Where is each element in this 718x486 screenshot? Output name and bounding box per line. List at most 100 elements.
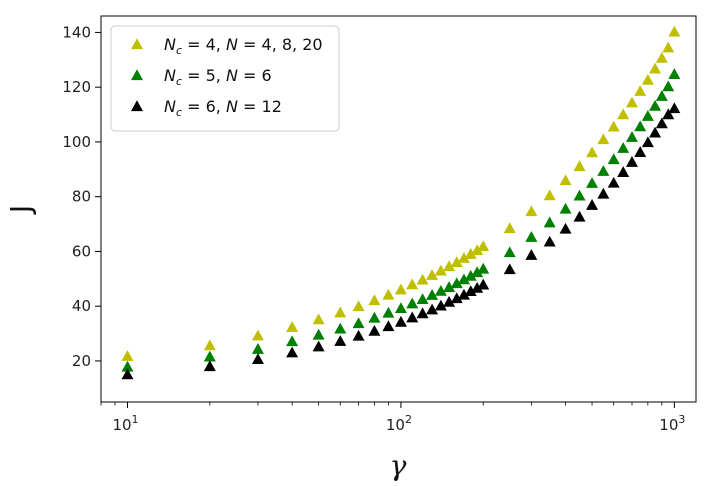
data-point [655,52,668,63]
data-point [434,299,447,311]
data-point [416,273,429,285]
data-point [286,321,299,332]
data-point [251,343,264,354]
legend-item: Nc = 5, N = 6 [131,66,272,88]
data-point [382,320,395,332]
y-tick-label: 140 [62,23,91,41]
data-point [471,281,484,293]
data-point [573,160,586,171]
data-point [382,306,395,318]
data-point [668,25,681,37]
data-point [464,285,477,297]
data-point [477,240,490,252]
y-axis-label: J [4,205,37,215]
data-point [352,317,365,329]
y-tick-label: 20 [72,352,91,370]
data-point [607,176,620,188]
data-point [203,360,216,372]
data-point [586,146,599,158]
data-point [634,146,647,157]
data-point [312,313,325,325]
data-point [559,222,572,234]
data-point [503,222,516,234]
legend-marker [131,38,143,50]
data-point [203,350,216,362]
data-point [334,306,347,318]
data-point [352,300,365,312]
x-tick-label: 102 [386,413,412,434]
data-point [203,339,216,351]
data-point [312,340,325,352]
data-point [662,80,675,92]
series-2 [121,68,681,372]
data-point [121,350,134,361]
series-3 [121,102,681,380]
data-point [443,260,456,272]
data-point [617,166,630,177]
y-tick-label: 60 [72,242,91,260]
data-point [559,174,572,186]
data-point [597,133,610,145]
series-1 [121,25,681,361]
data-point [634,85,647,96]
y-tick-label: 40 [72,297,91,315]
legend-item: Nc = 4, N = 4, 8, 20 [131,35,323,57]
data-point [416,307,429,319]
data-point [406,278,419,290]
data-point [394,302,407,314]
data-point [457,288,470,300]
data-point [573,189,586,201]
data-point [471,244,484,255]
data-point [121,368,134,380]
data-point [559,202,572,214]
legend-box [110,25,340,132]
data-point [443,281,456,292]
data-point [352,329,365,341]
data-point [634,120,647,132]
data-point [443,295,456,307]
data-point [382,288,395,300]
data-point [586,199,599,210]
data-point [426,269,439,280]
data-point [251,353,264,364]
data-point [286,335,299,347]
data-point [426,303,439,315]
data-point [597,165,610,176]
y-axis: 20 40 60 80 100 120 140 [62,23,101,370]
x-axis-label: γ [390,449,407,482]
data-point [641,110,654,121]
data-point [450,292,463,304]
data-point [464,248,477,259]
data-point [368,294,381,306]
data-point [312,328,325,340]
data-point [394,283,407,295]
series-layer [121,25,681,380]
data-point [368,324,381,336]
data-point [334,335,347,346]
data-point [607,120,620,132]
data-point [457,252,470,263]
data-point [543,189,556,201]
legend-label: Nc = 5, N = 6 [164,66,272,88]
data-point [607,153,620,165]
data-point [477,262,490,274]
x-tick-label: 103 [659,413,685,434]
data-point [426,289,439,300]
y-tick-label: 80 [72,188,91,206]
data-point [625,96,638,108]
data-point [655,90,668,101]
legend-label: Nc = 4, N = 4, 8, 20 [164,35,323,57]
data-point [617,108,630,120]
data-point [464,269,477,281]
legend: Nc = 4, N = 4, 8, 20 Nc = 5, N = 6 Nc = 6,… [110,25,340,132]
data-point [625,156,638,167]
data-point [662,41,675,53]
data-point [121,360,134,372]
legend-item: Nc = 6, N = 12 [131,97,282,119]
data-point [525,231,538,242]
data-point [668,102,681,114]
data-point [662,108,675,120]
data-point [450,277,463,289]
data-point [477,278,490,290]
data-point [641,73,654,85]
